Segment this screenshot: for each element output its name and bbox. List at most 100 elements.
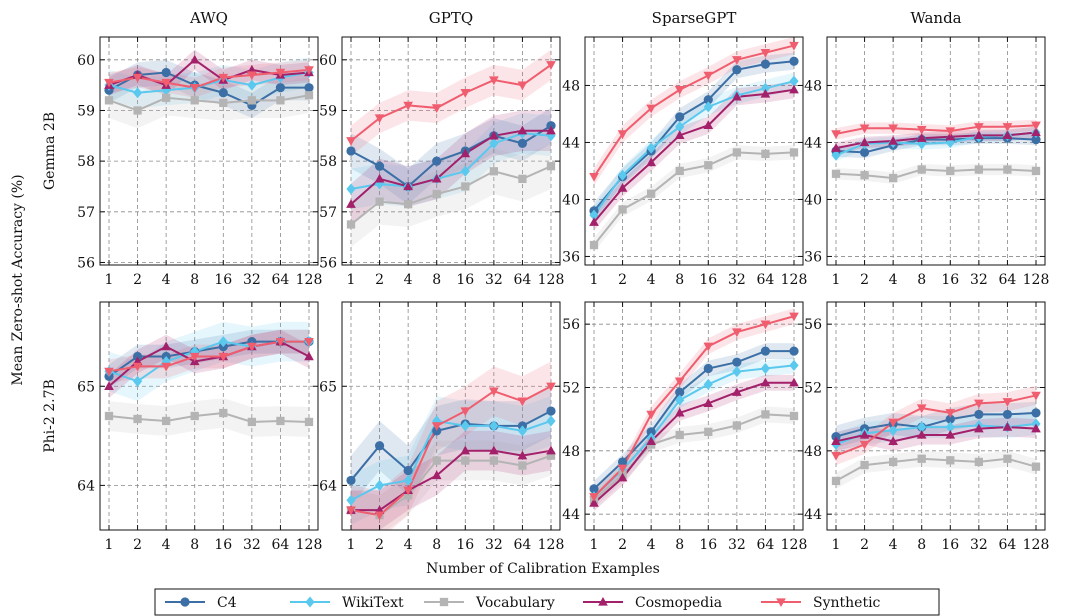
point-synthetic [304, 66, 314, 75]
point-vocabulary [917, 165, 926, 174]
series-lines [346, 61, 556, 229]
y-tick-label: 64 [319, 478, 337, 494]
point-cosmopedia [760, 88, 771, 98]
confidence-bands [351, 49, 551, 248]
series-lines [831, 121, 1041, 183]
x-tick-label: 32 [243, 537, 261, 553]
series-lines [589, 312, 799, 507]
x-tick-label: 64 [757, 537, 775, 553]
point-cosmopedia [161, 341, 171, 351]
x-tick-label: 16 [941, 537, 959, 553]
point-cosmopedia [888, 436, 898, 446]
line-c4 [108, 71, 309, 107]
x-tick-label: 32 [243, 272, 261, 288]
point-synthetic [189, 83, 200, 93]
legend-label: WikiText [342, 595, 404, 611]
x-tick-label: 8 [190, 272, 199, 288]
point-vocabulary [860, 171, 869, 180]
point-cosmopedia [1031, 127, 1041, 137]
point-cosmopedia [1002, 130, 1013, 140]
point-wikitext [489, 420, 499, 432]
point-synthetic [859, 124, 870, 134]
line-vocabulary [835, 168, 1037, 180]
legend-item-cosmopedia: Cosmopedia [583, 595, 722, 611]
x-tick-label: 4 [404, 272, 413, 288]
x-tick-label: 2 [618, 537, 627, 553]
point-wikitext [888, 424, 898, 436]
point-synthetic [161, 362, 171, 372]
point-c4 [703, 363, 713, 374]
point-vocabulary [789, 148, 799, 157]
point-cosmopedia [489, 130, 499, 140]
legend-item-c4: C4 [165, 595, 237, 611]
point-cosmopedia [589, 498, 599, 507]
y-tick-label: 52 [562, 381, 580, 397]
point-wikitext [732, 366, 742, 378]
point-synthetic [489, 387, 499, 397]
x-tick-label: 32 [485, 537, 503, 553]
panel-frame [826, 301, 1046, 531]
point-synthetic [1031, 121, 1041, 131]
point-c4 [859, 147, 870, 158]
point-synthetic [517, 81, 528, 91]
line-cosmopedia [351, 449, 552, 512]
y-tick-label: 52 [804, 381, 822, 397]
line-synthetic [835, 394, 1037, 457]
legend-marker [439, 597, 449, 607]
point-synthetic [460, 407, 471, 417]
point-wikitext [346, 494, 356, 506]
point-vocabulary [104, 411, 114, 421]
line-wikitext [108, 71, 310, 94]
x-tick-label: 1 [347, 272, 356, 288]
point-cosmopedia [789, 84, 799, 94]
x-tick-label: 64 [514, 272, 532, 288]
point-vocabulary [946, 166, 955, 176]
point-synthetic [275, 337, 286, 347]
band-vocabulary [109, 398, 309, 437]
band-c4 [594, 343, 794, 497]
point-synthetic [974, 399, 984, 409]
point-vocabulary [1003, 165, 1012, 174]
point-c4 [675, 387, 685, 397]
point-wikitext [589, 209, 599, 221]
line-synthetic [593, 315, 795, 498]
point-vocabulary [831, 476, 841, 486]
line-c4 [593, 60, 795, 212]
y-tick-label: 44 [804, 135, 822, 151]
point-synthetic [732, 56, 742, 65]
point-wikitext [703, 378, 713, 390]
grid [585, 302, 803, 530]
point-synthetic [617, 464, 628, 474]
point-vocabulary [675, 166, 684, 176]
point-vocabulary [461, 182, 470, 191]
x-tick-label: 128 [781, 537, 808, 553]
panel-frame [99, 301, 319, 531]
point-wikitext [132, 87, 143, 99]
point-synthetic [589, 493, 599, 502]
point-vocabulary [375, 197, 384, 206]
x-tick-label: 64 [514, 537, 532, 553]
point-synthetic [888, 418, 898, 428]
line-synthetic [350, 385, 552, 517]
point-cosmopedia [374, 173, 385, 183]
point-c4 [517, 138, 528, 148]
point-cosmopedia [646, 157, 656, 167]
point-cosmopedia [460, 445, 471, 455]
y-tick-label: 40 [804, 192, 822, 208]
point-cosmopedia [760, 377, 771, 387]
band-synthetic [836, 385, 1036, 466]
line-c4 [350, 410, 552, 482]
series-lines [831, 391, 1041, 486]
point-c4 [675, 112, 685, 122]
legend-frame [154, 588, 940, 616]
panel-frame [99, 36, 319, 266]
y-tick-label: 58 [77, 154, 95, 170]
x-tick-label: 128 [538, 272, 565, 288]
band-vocabulary [351, 435, 551, 530]
x-tick-label: 4 [647, 272, 656, 288]
x-tick-label: 128 [1023, 272, 1050, 288]
legend-label: Vocabulary [475, 595, 555, 611]
band-synthetic [351, 49, 551, 157]
